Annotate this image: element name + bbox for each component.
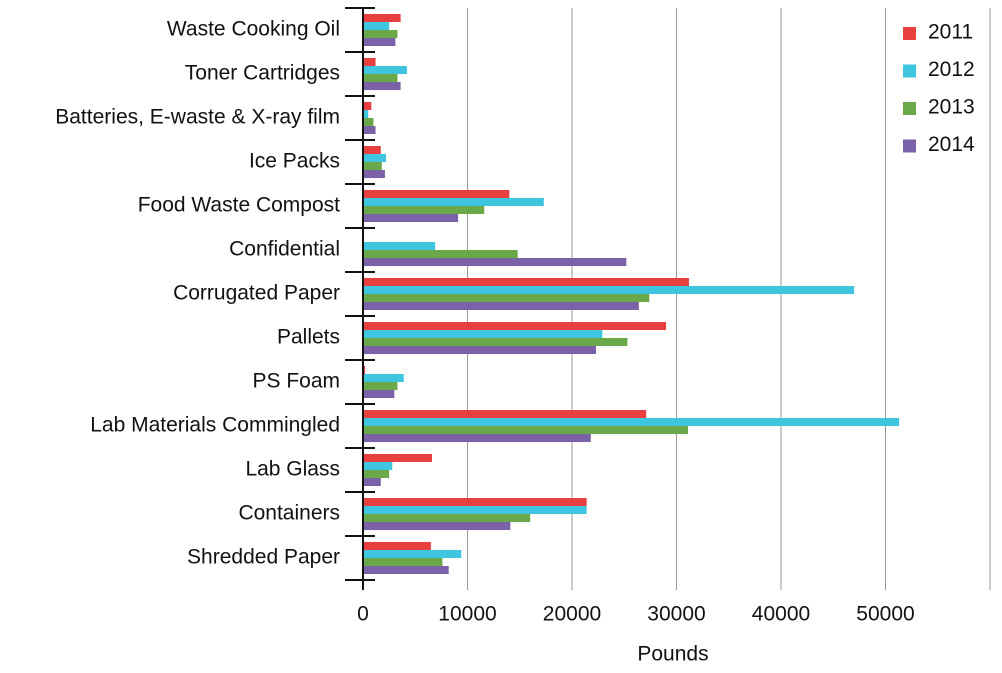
bar: [363, 550, 462, 558]
bar: [363, 154, 386, 162]
legend-label: 2011: [928, 21, 973, 44]
y-tick-label: Shredded Paper: [187, 546, 340, 569]
bar: [363, 470, 390, 478]
bar: [363, 190, 510, 198]
bar: [363, 302, 639, 310]
bar: [363, 102, 372, 110]
bar: [363, 162, 382, 170]
bar: [363, 426, 688, 434]
bar: [363, 170, 385, 178]
bar: [363, 390, 395, 398]
bar: [363, 434, 591, 442]
bar: [363, 566, 449, 574]
x-tick-label: 30000: [647, 603, 705, 626]
y-tick-label: Batteries, E-waste & X-ray film: [55, 106, 340, 129]
bar: [363, 286, 855, 294]
legend-swatch: [903, 139, 916, 153]
y-tick-label: Lab Materials Commingled: [90, 414, 340, 437]
x-tick-label: 10000: [438, 603, 496, 626]
y-tick-label: Ice Packs: [249, 150, 340, 173]
bar: [363, 462, 393, 470]
bar: [363, 382, 398, 390]
bar: [363, 250, 518, 258]
bar: [363, 22, 390, 30]
bar: [363, 14, 401, 22]
legend-label: 2012: [928, 58, 975, 81]
bar: [363, 82, 401, 90]
bar: [363, 542, 431, 550]
bar: [363, 146, 381, 154]
legend-swatch: [903, 27, 916, 40]
bar: [363, 118, 374, 126]
bar: [363, 58, 376, 66]
bar: [363, 30, 398, 38]
bar: [363, 278, 690, 286]
bar: [363, 522, 511, 530]
x-tick-label: 20000: [543, 603, 601, 626]
bar: [363, 258, 627, 266]
legend-label: 2014: [928, 133, 975, 156]
legend-label: 2013: [928, 96, 975, 119]
bar: [363, 506, 587, 514]
y-tick-label: Corrugated Paper: [173, 282, 340, 305]
bar: [363, 38, 396, 46]
bar: [363, 514, 531, 522]
y-tick-label: Confidential: [229, 238, 340, 261]
y-tick-label: Containers: [238, 502, 340, 525]
legend-swatch: [903, 102, 916, 115]
bar: [363, 110, 369, 118]
bar: [363, 346, 597, 354]
bar: [363, 410, 647, 418]
bar: [363, 338, 628, 346]
x-tick-label: 50000: [856, 603, 914, 626]
legend-swatch: [903, 64, 916, 78]
bar: [363, 206, 485, 214]
y-tick-label: Waste Cooking Oil: [167, 18, 340, 41]
bar: [363, 478, 381, 486]
bar: [363, 66, 407, 74]
bar: [363, 454, 432, 462]
y-tick-label: Pallets: [277, 326, 340, 349]
bar: [363, 498, 587, 506]
x-axis-label: Pounds: [637, 643, 708, 666]
bar: [363, 198, 544, 206]
bar: [363, 322, 667, 330]
bar: [363, 558, 443, 566]
y-tick-label: Lab Glass: [245, 458, 340, 481]
bar: [363, 418, 900, 426]
bar: [363, 294, 650, 302]
y-tick-label: Food Waste Compost: [138, 194, 340, 217]
bar: [363, 374, 404, 382]
x-tick-label: 0: [357, 603, 369, 626]
bar: [363, 74, 398, 82]
bar: [363, 366, 366, 374]
bar: [363, 214, 459, 222]
y-tick-label: PS Foam: [252, 370, 340, 393]
x-tick-label: 40000: [752, 603, 810, 626]
bar: [363, 126, 376, 134]
y-tick-label: Toner Cartridges: [185, 62, 340, 85]
bar: [363, 330, 603, 338]
bar: [363, 242, 436, 250]
